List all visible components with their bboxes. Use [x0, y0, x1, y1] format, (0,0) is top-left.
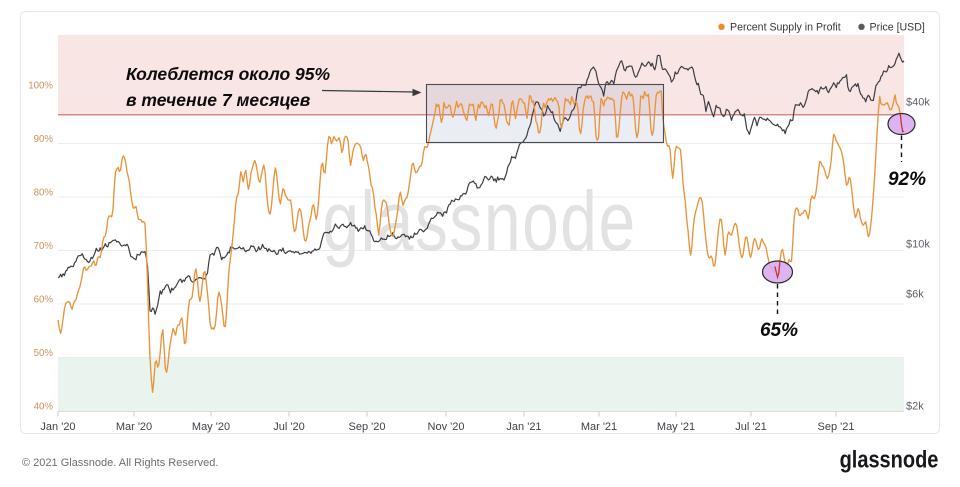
svg-text:$10k: $10k — [906, 238, 930, 250]
svg-text:92%: 92% — [888, 169, 926, 190]
svg-text:May '21: May '21 — [657, 421, 695, 433]
svg-text:Mar '21: Mar '21 — [581, 421, 617, 433]
svg-text:70%: 70% — [34, 241, 54, 252]
svg-text:Nov '20: Nov '20 — [428, 421, 465, 433]
svg-text:в течение 7 месяцев: в течение 7 месяцев — [126, 90, 311, 110]
svg-text:Percent Supply in Profit: Percent Supply in Profit — [730, 22, 841, 34]
svg-text:© 2021 Glassnode. All Rights R: © 2021 Glassnode. All Rights Reserved. — [22, 457, 218, 469]
svg-text:$40k: $40k — [906, 96, 930, 108]
svg-text:Mar '20: Mar '20 — [116, 421, 152, 433]
svg-text:May '20: May '20 — [192, 421, 230, 433]
svg-text:$2k: $2k — [906, 400, 924, 412]
svg-text:Price [USD]: Price [USD] — [870, 22, 925, 34]
svg-text:Sep '20: Sep '20 — [349, 421, 386, 433]
svg-text:100%: 100% — [28, 80, 53, 91]
svg-text:Sep '21: Sep '21 — [818, 421, 855, 433]
svg-text:40%: 40% — [34, 401, 54, 412]
svg-text:Jul '20: Jul '20 — [273, 421, 304, 433]
svg-text:Jul '21: Jul '21 — [735, 421, 766, 433]
svg-text:60%: 60% — [34, 294, 54, 305]
svg-text:Jan '21: Jan '21 — [506, 421, 541, 433]
svg-text:glassnode: glassnode — [840, 446, 939, 473]
svg-text:65%: 65% — [760, 320, 798, 341]
svg-text:Jan '20: Jan '20 — [40, 421, 75, 433]
svg-text:$6k: $6k — [906, 288, 924, 300]
svg-text:80%: 80% — [34, 187, 54, 198]
svg-text:Колеблется около 95%: Колеблется около 95% — [126, 64, 331, 84]
svg-text:glassnode: glassnode — [322, 174, 636, 269]
svg-text:90%: 90% — [34, 134, 54, 145]
svg-text:50%: 50% — [34, 348, 54, 359]
